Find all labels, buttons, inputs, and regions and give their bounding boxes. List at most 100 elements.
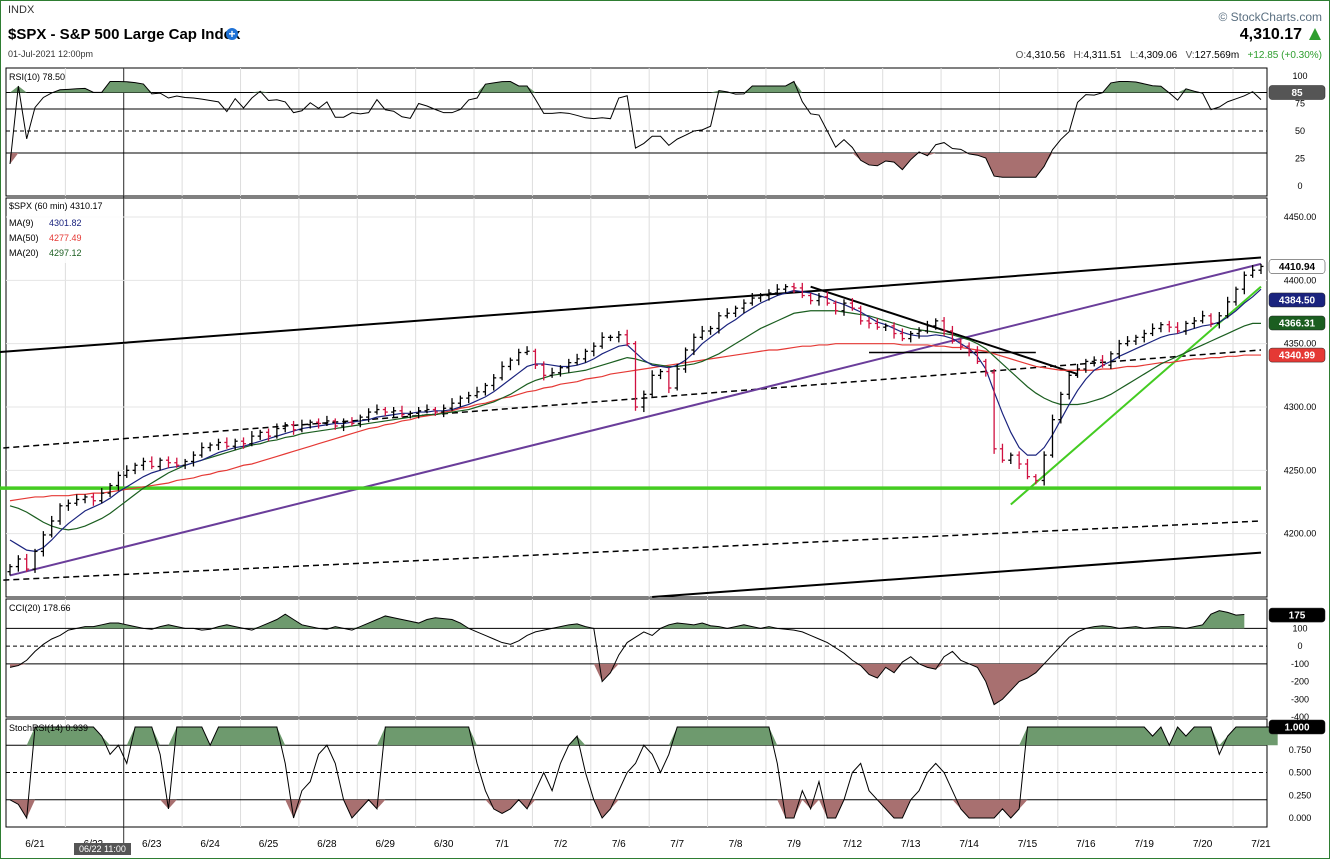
price-title: $SPX (60 min) 4310.17 bbox=[9, 201, 103, 211]
cci-badge-bg bbox=[1268, 607, 1326, 623]
cci-label: CCI(20) 178.66 bbox=[9, 603, 71, 613]
add-to-list-icon[interactable]: + bbox=[226, 28, 238, 40]
price-bar bbox=[115, 471, 121, 491]
stochrsi-overbought-fill bbox=[10, 727, 1278, 746]
legend-value-1: 4277.49 bbox=[49, 233, 82, 243]
price-bar bbox=[1258, 263, 1264, 274]
price-bar bbox=[974, 346, 980, 364]
cci-tick-label: -400 bbox=[1291, 712, 1309, 722]
price-bar bbox=[841, 299, 847, 316]
price-bar bbox=[1200, 310, 1206, 324]
price-tick-label: 4400.00 bbox=[1284, 275, 1317, 285]
price-bar bbox=[149, 456, 155, 470]
up-arrow-icon bbox=[1309, 28, 1321, 40]
price-badge-2: 4366.31 bbox=[1279, 319, 1316, 330]
price-bar bbox=[1041, 451, 1047, 486]
price-bar bbox=[1008, 452, 1014, 464]
rsi-label: RSI(10) 78.50 bbox=[9, 72, 65, 82]
price-bar bbox=[374, 404, 380, 415]
price-bar bbox=[733, 305, 739, 318]
cci-tick-label: 0 bbox=[1297, 641, 1302, 651]
price-bar bbox=[1216, 312, 1222, 329]
price-bar bbox=[691, 333, 697, 356]
price-badge-0: 4410.94 bbox=[1279, 262, 1316, 273]
price-badge-3-bg bbox=[1268, 347, 1326, 363]
price-bar bbox=[874, 318, 880, 330]
stockcharts-brand[interactable]: © StockCharts.com bbox=[1218, 10, 1322, 24]
price-bar bbox=[991, 369, 997, 454]
cci-tick-label: -100 bbox=[1291, 659, 1309, 669]
price-bar bbox=[641, 390, 647, 413]
price-bar bbox=[883, 323, 889, 331]
mid-dashed-trendline bbox=[0, 349, 1262, 450]
x-day-label: 6/29 bbox=[376, 839, 396, 850]
price-bar bbox=[457, 395, 463, 407]
upper-trendline bbox=[0, 256, 1262, 354]
price-bar bbox=[165, 456, 171, 468]
price-bar bbox=[199, 442, 205, 458]
price-bar bbox=[774, 284, 780, 296]
price-bar bbox=[107, 483, 113, 497]
price-bar bbox=[616, 331, 622, 343]
high-value: 4,311.51 bbox=[1083, 50, 1122, 61]
legend-value-0: 4301.82 bbox=[49, 218, 82, 228]
panel-cci bbox=[5, 598, 1268, 718]
price-bar bbox=[407, 410, 413, 419]
price-bar bbox=[649, 370, 655, 397]
price-bar bbox=[591, 342, 597, 357]
stochrsi-oversold-fill bbox=[10, 799, 1278, 818]
price-bar bbox=[1141, 329, 1147, 343]
price-bar bbox=[758, 293, 764, 302]
price-bar bbox=[216, 438, 221, 451]
cci-badge: 175 bbox=[1289, 611, 1306, 622]
price-badge-3: 4340.99 bbox=[1279, 351, 1316, 362]
price-bar bbox=[482, 382, 488, 396]
price-bar bbox=[382, 407, 388, 416]
price-bar bbox=[366, 408, 372, 423]
price-bar bbox=[524, 346, 530, 356]
price-bar bbox=[332, 418, 338, 430]
price-bar bbox=[582, 348, 588, 363]
price-bar bbox=[791, 282, 797, 293]
price-bar bbox=[1066, 371, 1072, 400]
price-bar bbox=[7, 564, 13, 576]
stochrsi-tick-label: 0.500 bbox=[1289, 768, 1312, 778]
price-bar bbox=[224, 437, 230, 449]
price-bar bbox=[1108, 351, 1114, 369]
price-bar bbox=[1133, 334, 1139, 345]
price-bar bbox=[808, 293, 814, 305]
price-bar bbox=[924, 320, 930, 334]
price-bar bbox=[65, 499, 71, 511]
price-bar bbox=[1125, 336, 1131, 347]
price-bar bbox=[658, 369, 664, 380]
price-bar bbox=[1083, 358, 1089, 373]
price-bar bbox=[241, 437, 247, 449]
price-bar bbox=[866, 317, 872, 329]
volume-value: 127.569m bbox=[1194, 50, 1240, 61]
price-bar bbox=[557, 365, 563, 377]
price-bar bbox=[474, 386, 480, 399]
price-badge-1: 4384.50 bbox=[1279, 295, 1316, 306]
price-bar bbox=[983, 358, 989, 377]
x-day-label: 7/2 bbox=[553, 839, 567, 850]
price-tick-label: 4300.00 bbox=[1284, 402, 1317, 412]
x-day-label: 7/15 bbox=[1018, 839, 1038, 850]
price-bar bbox=[1091, 356, 1097, 367]
stochrsi-tick-label: 0.750 bbox=[1289, 745, 1312, 755]
cci-tick-label: -300 bbox=[1291, 694, 1309, 704]
price-bar bbox=[966, 342, 972, 357]
x-day-label: 7/6 bbox=[612, 839, 626, 850]
panel-rsi bbox=[5, 67, 1268, 197]
rsi-oversold-fill bbox=[10, 153, 1261, 178]
price-bar bbox=[57, 503, 63, 525]
price-bar bbox=[74, 494, 80, 506]
price-bar bbox=[799, 282, 805, 299]
legend-name-0: MA(9) bbox=[9, 218, 34, 228]
price-bar bbox=[499, 361, 505, 381]
open-value: 4,310.56 bbox=[1026, 50, 1066, 61]
price-bar bbox=[249, 431, 255, 447]
high-label: H: bbox=[1073, 50, 1084, 61]
price-bar bbox=[357, 414, 363, 428]
rsi-line bbox=[9, 80, 1262, 178]
